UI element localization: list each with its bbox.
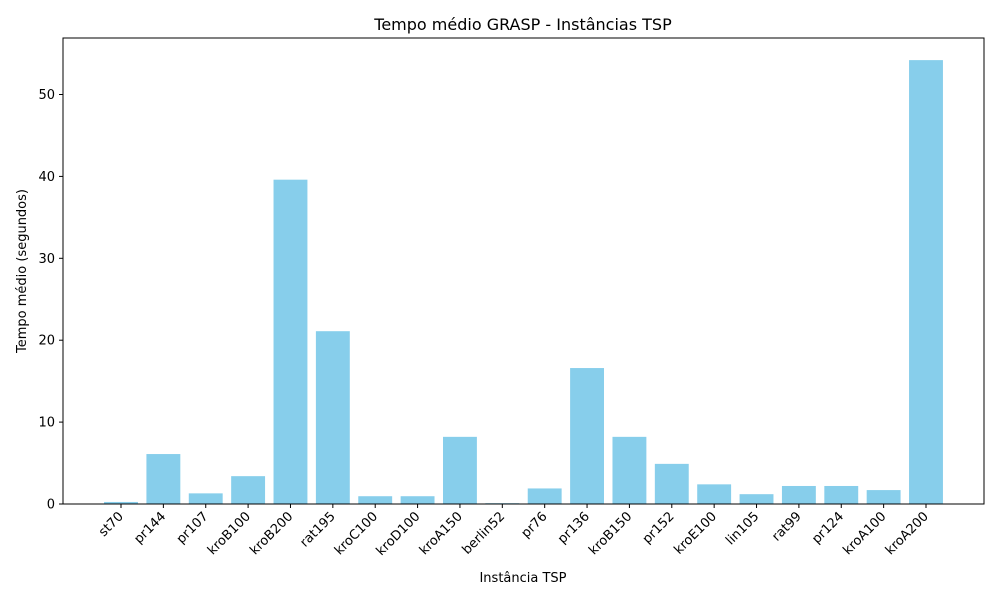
bar-kroB100 <box>231 476 266 504</box>
x-tick-label: berlin52 <box>460 509 509 558</box>
x-tick-label: kroA100 <box>840 509 889 558</box>
x-tick-label: rat99 <box>769 509 804 544</box>
bar-kroD100 <box>400 496 435 504</box>
bar-kroA100 <box>866 490 901 504</box>
x-tick-label: pr124 <box>809 509 847 547</box>
bar-st70 <box>104 501 138 504</box>
x-tick-label: kroB200 <box>247 509 296 558</box>
x-axis-label: Instância TSP <box>479 571 566 586</box>
y-tick-label: 50 <box>38 88 55 103</box>
y-tick-label: 0 <box>47 498 55 513</box>
y-axis-label: Tempo médio (segundos) <box>15 189 30 354</box>
bar-kroA150 <box>443 436 477 504</box>
x-tick-label: pr136 <box>555 509 593 547</box>
bar-kroC100 <box>358 496 393 504</box>
bar-pr76 <box>527 488 562 504</box>
x-tick-label: kroE100 <box>671 509 719 557</box>
bar-kroB150 <box>612 436 647 504</box>
x-tick-label: kroA150 <box>417 509 466 558</box>
y-tick-label: 10 <box>38 416 55 431</box>
x-tick-label: kroC100 <box>332 509 381 558</box>
x-tick-label: st70 <box>96 509 127 540</box>
y-tick-label: 40 <box>38 170 55 185</box>
bar-pr152 <box>654 463 689 504</box>
x-tick-label: kroB150 <box>586 509 635 558</box>
bar-lin105 <box>739 494 774 504</box>
bar-pr136 <box>570 368 604 504</box>
bar-pr107 <box>188 493 223 504</box>
bar-pr124 <box>824 485 859 504</box>
x-tick-label: pr144 <box>131 509 169 547</box>
x-tick-label: pr76 <box>519 509 551 541</box>
bar-rat99 <box>781 485 816 504</box>
chart-title: Tempo médio GRASP - Instâncias TSP <box>373 15 672 34</box>
x-tick-label: lin105 <box>723 509 762 548</box>
bar-pr144 <box>146 454 181 504</box>
bar-kroB200 <box>273 179 308 504</box>
y-tick-label: 30 <box>38 252 55 267</box>
y-tick-label: 20 <box>38 334 55 349</box>
bars-group <box>104 60 943 504</box>
x-tick-label: kroA200 <box>883 509 932 558</box>
x-tick-label: kroB100 <box>205 509 254 558</box>
plot-frame <box>62 37 985 505</box>
bar-kroE100 <box>697 484 732 504</box>
x-tick-label: pr107 <box>174 509 212 547</box>
bar-kroA200 <box>909 60 943 504</box>
x-tick-label: pr152 <box>640 509 678 547</box>
x-tick-label: kroD100 <box>374 509 424 559</box>
bar-rat195 <box>315 331 350 504</box>
y-axis: 0 10 20 30 40 50 <box>38 88 63 513</box>
x-tick-label: rat195 <box>297 509 338 550</box>
